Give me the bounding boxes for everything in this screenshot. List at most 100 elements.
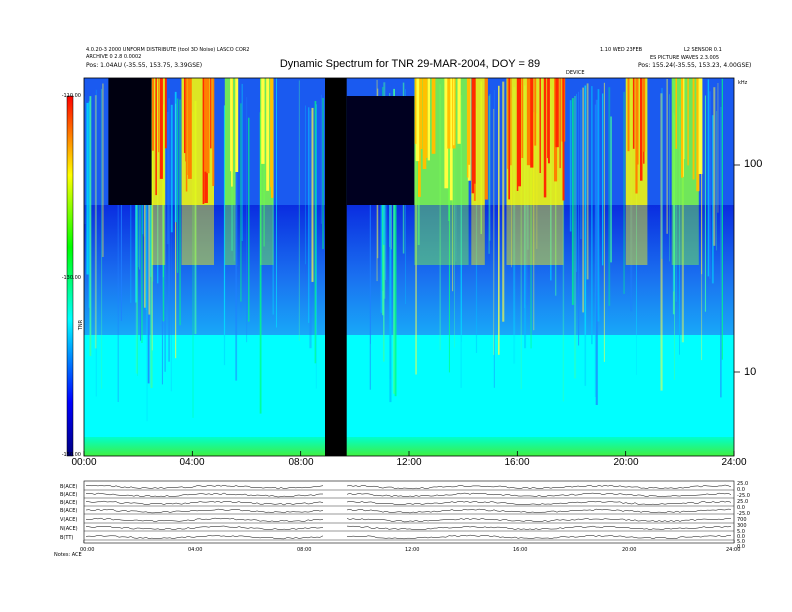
burst-streak bbox=[698, 78, 703, 174]
burst-streak bbox=[449, 78, 453, 201]
burst-streak bbox=[444, 78, 449, 189]
spectrum-stripe bbox=[246, 97, 248, 343]
aux-right-tick: -25.0 bbox=[737, 511, 750, 517]
header-right-2: L2 SENSOR 0.1 bbox=[684, 47, 722, 53]
spectrum-stripe bbox=[177, 98, 179, 273]
spectrum-stripe bbox=[117, 96, 119, 402]
spectrum-stripe bbox=[192, 111, 194, 418]
burst-tail bbox=[625, 205, 648, 265]
spectrum-stripe bbox=[170, 104, 173, 233]
spectrum-stripe bbox=[135, 87, 138, 374]
spectrum-stripe bbox=[661, 87, 663, 259]
chart-title: Dynamic Spectrum for TNR 29-MAR-2004, DO… bbox=[279, 58, 541, 70]
aux-label: V(ACE) bbox=[60, 517, 78, 523]
burst-streak bbox=[632, 78, 635, 149]
burst-streak bbox=[202, 78, 205, 204]
spectrum-stripe bbox=[502, 81, 505, 322]
spectrum-stripe bbox=[569, 100, 572, 232]
aux-right-tick: -25.0 bbox=[737, 493, 750, 499]
burst-streak bbox=[159, 78, 163, 179]
aux-x-tick: 12:00 bbox=[405, 547, 420, 553]
aux-label: B(ACE) bbox=[60, 492, 78, 498]
aux-x-tick: 08:00 bbox=[297, 547, 312, 553]
aux-label: N(ACE) bbox=[60, 526, 78, 532]
spectrum-stripe bbox=[86, 102, 89, 275]
aux-trace bbox=[85, 508, 732, 514]
burst-tail bbox=[224, 205, 236, 265]
spectrum-stripe bbox=[460, 112, 462, 342]
spectrum-stripe bbox=[608, 87, 611, 306]
header-right-1: 1.10 WED 23FEB bbox=[600, 47, 643, 53]
spectrum-stripe bbox=[164, 111, 166, 372]
burst-streak bbox=[466, 78, 469, 178]
spectrum-stripe bbox=[493, 90, 495, 388]
spectrum-stripe bbox=[525, 114, 528, 305]
aux-trace bbox=[85, 500, 732, 506]
spectrum-stripe bbox=[120, 97, 122, 321]
spectrum-stripe bbox=[701, 90, 703, 275]
aux-panel bbox=[83, 480, 735, 544]
burst-tail bbox=[671, 205, 699, 265]
colorbar-tick-mid: -130.00 bbox=[61, 275, 81, 281]
burst-streak bbox=[415, 78, 420, 162]
quiet-region bbox=[108, 78, 152, 205]
burst-streak bbox=[184, 78, 186, 154]
x-tick-label: 16:00 bbox=[504, 457, 530, 468]
burst-tail bbox=[471, 205, 485, 265]
burst-streak bbox=[696, 78, 700, 192]
header-left-3: Pos: 1.04AU (-35.55, 153.75, 3.39GSE) bbox=[86, 62, 203, 69]
spectrum-stripe bbox=[498, 85, 500, 355]
spectrum-stripe bbox=[582, 87, 584, 313]
spectrum-stripe bbox=[713, 87, 716, 246]
spectrum-stripe bbox=[513, 87, 516, 364]
spectrum-stripe bbox=[562, 116, 565, 402]
spectrum-stripe bbox=[240, 103, 242, 302]
spectrum-stripe bbox=[151, 84, 153, 351]
burst-streak bbox=[675, 78, 677, 149]
colorbar-tick-bottom: -150.00 bbox=[61, 452, 81, 458]
spectrum-stripe bbox=[102, 83, 104, 257]
spectrum-stripe bbox=[308, 107, 310, 323]
spectrum-stripe bbox=[574, 96, 577, 379]
burst-streak bbox=[164, 78, 167, 149]
spectrum-stripe bbox=[623, 91, 625, 294]
burst-streak bbox=[185, 78, 188, 192]
header-right-3: ES PICTURE WAVES 2.3.005 bbox=[650, 55, 720, 61]
aux-label: B(ACE) bbox=[60, 500, 78, 506]
burst-streak bbox=[188, 78, 192, 179]
spectrum-stripe bbox=[721, 78, 723, 360]
spectrum-stripe bbox=[175, 103, 177, 359]
aux-right-tick: 5.0 bbox=[737, 539, 745, 545]
burst-streak bbox=[414, 78, 417, 144]
spectrum-stripe bbox=[707, 79, 710, 277]
colorbar bbox=[66, 95, 74, 457]
spectrum-stripe bbox=[89, 96, 92, 357]
burst-streak bbox=[231, 78, 233, 187]
device-label: DEVICE bbox=[566, 70, 585, 76]
spectrum-stripe bbox=[716, 111, 717, 251]
spectrum-stripe bbox=[322, 98, 324, 250]
aux-footer: Notes: ACE bbox=[54, 552, 82, 558]
burst-streak bbox=[266, 78, 270, 191]
burst-streak bbox=[555, 78, 559, 148]
burst-streak bbox=[431, 78, 436, 154]
spectrum-stripe bbox=[194, 100, 197, 335]
burst-streak bbox=[467, 78, 471, 165]
burst-streak bbox=[261, 78, 265, 164]
burst-streak bbox=[526, 78, 531, 166]
spectrum-stripe bbox=[610, 116, 612, 263]
spectrum-stripe bbox=[168, 98, 170, 362]
aux-x-tick: 24:00 bbox=[726, 547, 741, 553]
spectrum-stripe bbox=[520, 84, 522, 390]
aux-trace bbox=[85, 525, 732, 531]
spectrum-stripe bbox=[578, 91, 580, 346]
spectrum-stripe bbox=[305, 105, 306, 265]
spectrum-stripe bbox=[241, 83, 243, 242]
y-tick-100: 100 bbox=[744, 158, 763, 170]
y-tick-10: 10 bbox=[744, 366, 757, 378]
spectrum-stripe bbox=[309, 110, 312, 349]
aux-right-tick: 0.0 bbox=[737, 487, 745, 493]
spectrum-stripe bbox=[370, 116, 371, 344]
spectrum-stripe bbox=[276, 78, 277, 328]
